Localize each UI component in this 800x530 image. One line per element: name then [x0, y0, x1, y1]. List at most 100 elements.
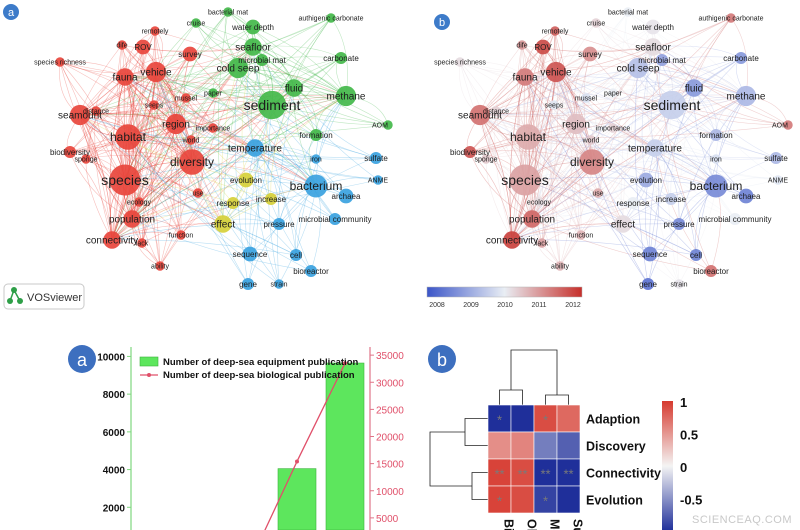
- cluster-map-node: [134, 197, 144, 207]
- cluster-map-edge: [254, 147, 297, 256]
- cluster-map-node: [137, 238, 147, 248]
- cluster-map-node: [335, 85, 357, 107]
- heatmap-significance: **: [540, 467, 550, 482]
- cluster-map-edge: [121, 44, 256, 149]
- cluster-map-node-label: diversity: [170, 155, 214, 169]
- overlay-map-edge: [652, 46, 712, 272]
- overlay-map-node: [586, 135, 596, 145]
- heatmap-cell: [556, 404, 581, 433]
- overlay-map-node: [711, 154, 721, 164]
- cluster-map-node-label: archaea: [332, 192, 361, 201]
- cluster-map-edge: [254, 147, 336, 220]
- overlay-map-edge: [469, 151, 513, 241]
- cluster-map-edge: [124, 75, 295, 89]
- cluster-map-node-label: authigenic carbonate: [299, 15, 364, 22]
- heatmap-significance: *: [497, 413, 502, 428]
- cluster-map-edge: [124, 76, 336, 220]
- overlay-map-edge: [555, 71, 599, 194]
- overlay-map-node-label: biodiversity: [450, 148, 490, 157]
- cluster-map-edge: [175, 95, 347, 125]
- panel-a-badge-circle: [3, 4, 19, 20]
- overlay-map-node: [627, 57, 649, 79]
- cluster-map-edge: [111, 239, 297, 256]
- cluster-map-edge: [59, 61, 295, 89]
- overlay-map-edge: [524, 177, 717, 187]
- overlay-map-node: [769, 151, 783, 165]
- cluster-map-edge: [150, 71, 161, 267]
- overlay-map-node-label: habitat: [510, 130, 547, 144]
- overlay-map-node: [608, 123, 618, 133]
- panel-b-badge-circle: [434, 14, 450, 30]
- cluster-map-edge: [246, 46, 256, 149]
- left-axis-tick-label: 8000: [103, 390, 126, 401]
- overlay-map-edge: [575, 123, 680, 225]
- cluster-map-node: [208, 88, 218, 98]
- overlay-map-node-label: sequence: [633, 250, 668, 259]
- cluster-map-edge: [79, 114, 113, 241]
- vosviewer-icon-link: [9, 289, 15, 302]
- overlay-map-node: [582, 46, 598, 62]
- overlay-map-edge: [479, 114, 582, 236]
- overlay-map-edge: [511, 202, 634, 241]
- cluster-map-node: [155, 261, 165, 271]
- overlay-map-edge: [485, 158, 513, 241]
- overlay-map-edge: [612, 89, 747, 97]
- overlay-map-node: [642, 246, 658, 262]
- overlay-map-node-label: function: [569, 232, 594, 239]
- overlay-map-node-label: seamount: [458, 111, 502, 122]
- overlay-map-edge: [571, 123, 582, 236]
- cluster-map-edge: [111, 223, 280, 241]
- bottom-b-badge: b: [428, 345, 456, 373]
- cluster-map-node: [246, 139, 264, 157]
- cluster-map-node-label: formation: [299, 131, 332, 140]
- overlay-map-edge: [695, 95, 747, 256]
- cluster-map-edge: [121, 44, 254, 52]
- cluster-map-edge: [111, 71, 157, 241]
- cluster-map-node: [117, 40, 127, 50]
- overlay-map-edge: [677, 87, 695, 285]
- cluster-map-edge: [237, 17, 332, 69]
- cluster-map-node: [182, 46, 198, 62]
- right-axis-tick-label: 35000: [376, 351, 404, 362]
- legend-bar-label: Number of deep-sea equipment publication: [163, 357, 358, 368]
- year-colorbar-gradient: [426, 286, 583, 298]
- cluster-map-edge: [252, 46, 347, 97]
- year-colorbar-tick: 2011: [531, 302, 546, 309]
- overlay-map-node-label: connectivity: [486, 236, 538, 247]
- overlay-map-edge: [654, 147, 747, 197]
- cluster-map-node: [238, 172, 254, 188]
- cluster-map-edge: [131, 127, 214, 220]
- overlay-map-node-label: mussel: [575, 95, 598, 102]
- overlay-map-node: [608, 88, 618, 98]
- cluster-map-edge: [237, 67, 347, 197]
- legend-bar-swatch: [139, 356, 159, 367]
- overlay-map-edge: [531, 179, 779, 220]
- cluster-map-edge: [111, 202, 234, 241]
- overlay-map-edge: [479, 114, 599, 194]
- cluster-map-edge: [252, 46, 312, 272]
- overlay-map-edge: [637, 67, 789, 126]
- heatmap-panel: * * ** ** ** ** * * Adaption Discovery Connectivi…: [410, 315, 800, 530]
- overlay-map-node: [664, 192, 678, 206]
- cluster-map-edge: [79, 104, 273, 117]
- overlay-map-node-label: strain: [670, 281, 687, 288]
- cluster-map-node-label: world: [182, 137, 200, 144]
- overlay-map-node: [523, 210, 541, 228]
- publication-chart-bars: [277, 362, 365, 530]
- cluster-map-node-label: water depth: [231, 23, 274, 32]
- cluster-map-node: [289, 248, 303, 262]
- cluster-map-node: [191, 18, 201, 28]
- overlay-map-node: [593, 188, 603, 198]
- cluster-map-edge: [155, 71, 272, 200]
- heatmap-row-label: Connectivity: [586, 467, 661, 481]
- cluster-map-node: [244, 38, 262, 56]
- cluster-map-edge: [127, 124, 389, 139]
- overlay-map-node-label: response: [617, 199, 650, 208]
- cluster-map-edge: [171, 123, 182, 236]
- cluster-map-edge: [124, 76, 182, 236]
- cluster-map-edge: [190, 46, 254, 141]
- overlay-map-node-label: bacterial mat: [608, 9, 648, 16]
- biological-line-point: [295, 459, 299, 464]
- overlay-map-node-label: pressure: [663, 220, 695, 229]
- cluster-map-edge: [137, 71, 157, 203]
